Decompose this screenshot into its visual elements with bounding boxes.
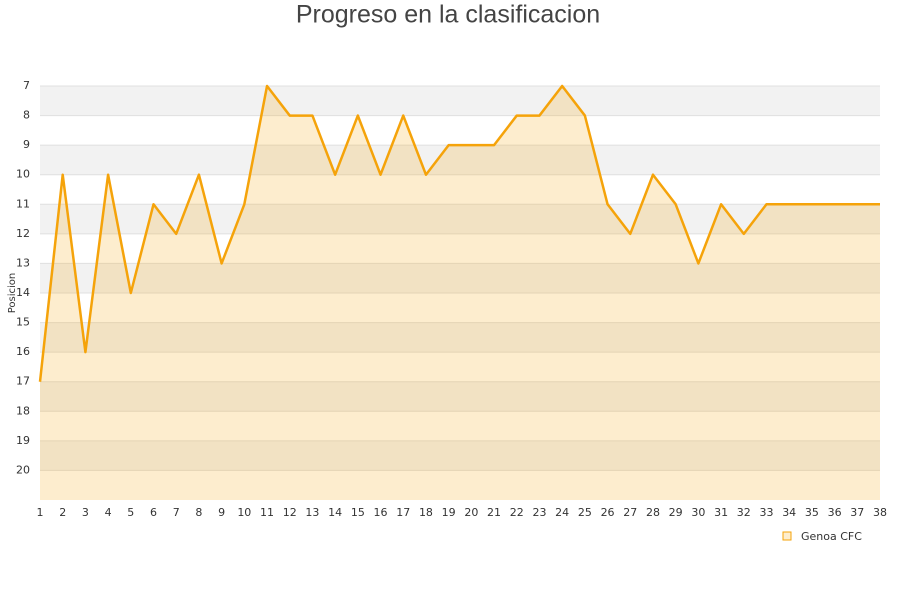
- x-tick-label: 5: [127, 506, 134, 519]
- y-tick-label: 20: [16, 463, 30, 476]
- grid-band: [40, 145, 880, 175]
- grid-band: [40, 381, 880, 412]
- x-tick-label: 21: [487, 506, 501, 519]
- legend-label: Genoa CFC: [801, 530, 862, 543]
- x-tick-label: 10: [237, 506, 251, 519]
- x-tick-label: 8: [195, 506, 202, 519]
- x-tick-label: 12: [283, 506, 297, 519]
- x-tick-label: 13: [305, 506, 319, 519]
- x-tick-label: 33: [759, 506, 773, 519]
- grid-band: [40, 440, 880, 471]
- x-tick-label: 31: [714, 506, 728, 519]
- x-tick-label: 11: [260, 506, 274, 519]
- x-tick-label: 2: [59, 506, 66, 519]
- x-tick-label: 15: [351, 506, 365, 519]
- y-tick-label: 18: [16, 404, 30, 417]
- area: [40, 86, 880, 500]
- x-tick-label: 25: [578, 506, 592, 519]
- x-tick-label: 20: [464, 506, 478, 519]
- line: [38, 84, 880, 382]
- y-tick-label: 9: [23, 138, 30, 151]
- x-tick-label: 23: [532, 506, 546, 519]
- y-tick-label: 17: [16, 375, 30, 388]
- y-tick-label: 10: [16, 168, 30, 181]
- y-tick-label: 13: [16, 256, 30, 269]
- x-tick-label: 6: [150, 506, 157, 519]
- x-tick-label: 14: [328, 506, 342, 519]
- legend-swatch: [782, 531, 792, 541]
- x-tick-label: 28: [646, 506, 660, 519]
- x-tick-label: 18: [419, 506, 433, 519]
- y-tick-label: 16: [16, 345, 30, 358]
- x-tick-label: 22: [510, 506, 524, 519]
- x-tick-label: 4: [105, 506, 112, 519]
- x-tick-label: 17: [396, 506, 410, 519]
- grid-band: [40, 263, 880, 293]
- grid-band: [40, 322, 880, 353]
- chart-title: Progreso en la clasificacion: [296, 1, 600, 29]
- y-tick-label: 11: [16, 197, 30, 210]
- y-tick-label: 7: [23, 79, 30, 92]
- x-tick-label: 9: [218, 506, 225, 519]
- x-tick-label: 37: [850, 506, 864, 519]
- y-tick-label: 12: [16, 227, 30, 240]
- x-tick-label: 26: [601, 506, 615, 519]
- x-tick-label: 24: [555, 506, 569, 519]
- x-tick-label: 29: [669, 506, 683, 519]
- x-tick-label: 38: [873, 506, 887, 519]
- x-tick-label: 32: [737, 506, 751, 519]
- x-tick-label: 3: [82, 506, 89, 519]
- x-tick-label: 34: [782, 506, 796, 519]
- y-axis-label: Posicion: [7, 273, 18, 314]
- x-tick-label: 16: [374, 506, 388, 519]
- y-tick-label: 19: [16, 434, 30, 447]
- y-tick-label: 8: [23, 109, 30, 122]
- x-tick-label: 35: [805, 506, 819, 519]
- x-tick-label: 7: [173, 506, 180, 519]
- x-tick-label: 36: [828, 506, 842, 519]
- grid-band: [40, 86, 880, 116]
- x-tick-label: 19: [442, 506, 456, 519]
- y-tick-label: 14: [16, 286, 30, 299]
- x-tick-label: 27: [623, 506, 637, 519]
- x-tick-label: 30: [691, 506, 705, 519]
- x-tick-label: 1: [37, 506, 44, 519]
- y-tick-label: 15: [16, 316, 30, 329]
